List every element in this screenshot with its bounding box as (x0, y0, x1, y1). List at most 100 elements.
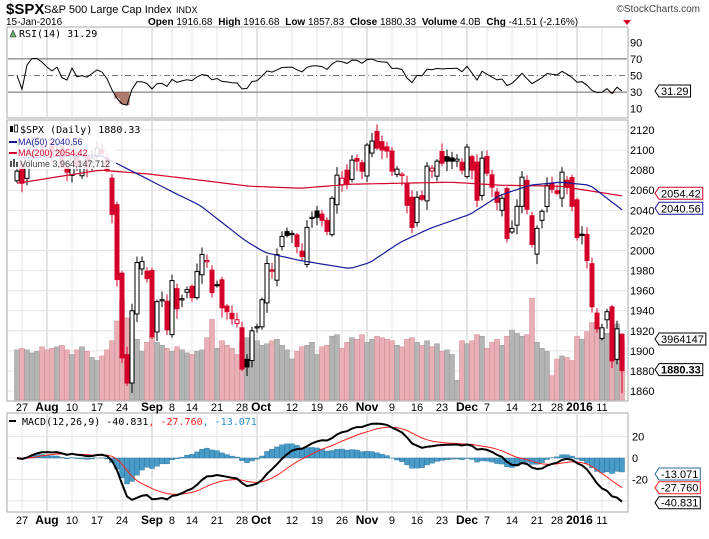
candle-body (560, 172, 564, 198)
volume-label: Volume (422, 17, 458, 28)
candle-body (305, 227, 309, 264)
volume-bar (255, 341, 260, 400)
macd-histogram-bar (455, 458, 460, 459)
macd-hist-tag: -13.071 (661, 469, 698, 481)
volume-bar (475, 335, 480, 400)
macd-histogram-bar (90, 458, 95, 459)
candle-body (450, 158, 454, 161)
candle-body (580, 234, 584, 235)
volume-bar (510, 330, 515, 400)
rsi-legend-text: RSI(14) 31.29 (19, 29, 97, 40)
macd-histogram-bar (140, 458, 145, 470)
macd-legend-value: MACD(12,26,9) -40.831 (22, 417, 148, 428)
volume-bar (365, 342, 370, 400)
volume-bar (525, 335, 530, 400)
volume-bar (375, 336, 380, 400)
candle-body (225, 306, 229, 312)
date-tick-label: 9 (389, 515, 395, 527)
candle-body (400, 174, 404, 175)
macd-histogram-bar (560, 455, 565, 458)
index-name: S&P 500 Large Cap Index (44, 4, 172, 16)
macd-histogram-bar (580, 458, 585, 461)
date-tick-label: 26 (336, 402, 348, 414)
volume-bar (25, 350, 30, 400)
candle-body (210, 270, 214, 292)
volume-bar (115, 321, 120, 400)
macd-histogram-bar (435, 458, 440, 461)
macd-histogram-bar (375, 453, 380, 458)
macd-histogram-bar (335, 449, 340, 458)
candle-body (530, 216, 534, 245)
macd-histogram-bar (340, 449, 345, 458)
candle-body (465, 147, 469, 177)
candle-body (330, 198, 334, 234)
volume-bar (560, 356, 565, 400)
candle-body (360, 163, 364, 171)
symbol: $SPX (6, 1, 44, 18)
volume-bar (295, 351, 300, 400)
macd-histogram-bar (605, 458, 610, 472)
volume-bar (280, 345, 285, 400)
date-tick-label: 23 (436, 402, 448, 414)
candle-body (355, 159, 359, 162)
date-tick-label: 26 (336, 515, 348, 527)
volume-bar (155, 342, 160, 400)
volume-bar (225, 345, 230, 400)
macd-histogram-bar (555, 457, 560, 458)
copyright[interactable]: ©StockCharts.com (616, 4, 700, 15)
candle-body (600, 328, 604, 339)
price-tick-label: 2080 (630, 165, 654, 177)
candle-body (485, 157, 489, 174)
volume-bar (465, 344, 470, 400)
volume-bar (535, 342, 540, 400)
svg-text:Open 1916.68 High: Open 1916.68 High 1916.68 Low 1857.83 Cl… (148, 17, 578, 28)
macd-histogram-bar (195, 452, 200, 458)
macd-histogram-bar (215, 451, 220, 458)
date-tick-label: 16 (411, 402, 423, 414)
volume-bar (95, 360, 100, 400)
candle-body (310, 217, 314, 218)
volume-bar (325, 345, 330, 400)
candle-body (315, 211, 319, 217)
candle-body (265, 264, 269, 303)
volume-bar (30, 353, 35, 400)
low-label: Low (285, 17, 305, 28)
ma50-tag: 2040.56 (661, 203, 701, 215)
candle-body (115, 205, 119, 280)
date-tick-label: Sep (141, 513, 163, 527)
macd-histogram-bar (260, 456, 265, 458)
candle-body (595, 313, 599, 329)
macd-histogram-bar (470, 458, 475, 459)
date-tick-label: 21 (531, 402, 543, 414)
date-tick-label: 9 (389, 402, 395, 414)
macd-histogram-bar (615, 458, 620, 471)
volume-bar (605, 333, 610, 400)
rsi-tick-label: 90 (630, 37, 642, 49)
macd-histogram-bar (160, 458, 165, 464)
price-tick-label: 2060 (630, 185, 654, 197)
volume-bar (235, 354, 240, 400)
candle-body (280, 236, 284, 246)
candle-body (195, 272, 199, 298)
macd-histogram-bar (180, 457, 185, 458)
macd-histogram-bar (450, 458, 455, 459)
volume-bar (390, 341, 395, 400)
volume-bar (330, 336, 335, 400)
candle-body (285, 232, 289, 236)
date-tick-label: Dec (456, 513, 478, 527)
macd-legend-hist: , -13.071 (203, 417, 257, 428)
volume-bar (55, 347, 60, 400)
candle-body (175, 289, 179, 309)
volume-bar (175, 347, 180, 400)
volume-bar (570, 360, 575, 400)
candle-body (445, 157, 449, 161)
candle-body (565, 180, 569, 187)
volume-bar (555, 359, 560, 400)
date-tick-label: 8 (169, 515, 175, 527)
volume-bar (470, 341, 475, 400)
volume-bar (210, 319, 215, 400)
candle-body (410, 197, 414, 227)
rsi-tick-label: 50 (630, 71, 642, 83)
rsi-tick-label: 30 (630, 87, 642, 99)
